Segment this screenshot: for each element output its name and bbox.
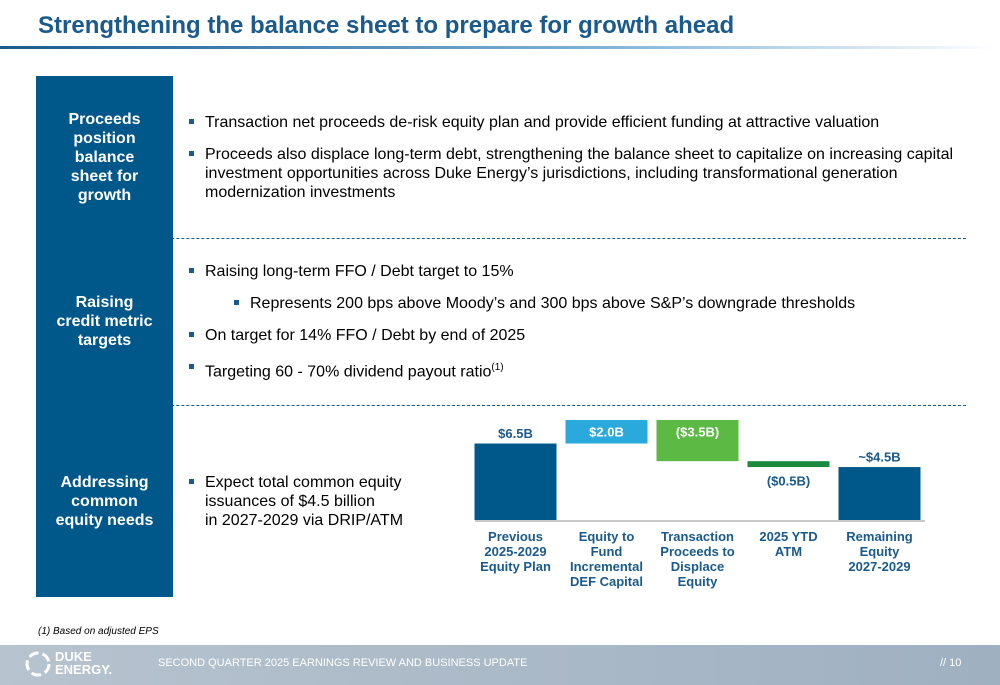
bullet: Represents 200 bps above Moody’s and 300… — [234, 294, 975, 313]
value-label: $2.0B — [589, 424, 624, 439]
bullet-text: Represents 200 bps above Moody’s and 300… — [250, 294, 856, 312]
logo-mark — [25, 651, 51, 677]
slide-title: Strengthening the balance sheet to prepa… — [38, 12, 735, 39]
bullet-text: Proceeds also displace long-term debt, s… — [205, 145, 954, 201]
section-label: Raising credit metric targets — [56, 294, 153, 349]
section-content: Expect total common equity issuances of … — [189, 405, 445, 597]
section-content: Raising long-term FFO / Debt target to 1… — [189, 238, 975, 405]
section-label: Proceeds position balance sheet for grow… — [68, 110, 141, 204]
bar — [474, 443, 557, 520]
bullet-text: Targeting 60 - 70% dividend payout ratio — [205, 363, 492, 381]
bullet: Raising long-term FFO / Debt target to 1… — [189, 262, 975, 281]
value-label: ($0.5B) — [767, 473, 810, 488]
bullet: Transaction net proceeds de-risk equity … — [189, 113, 975, 132]
section-label-panel: Proceeds position balance sheet for grow… — [36, 76, 173, 238]
bullet: On target for 14% FFO / Debt by end of 2… — [189, 326, 975, 345]
x-tick-label: Previous 2025-2029 Equity Plan — [480, 529, 551, 574]
logo-text: DUKE ENERGY. — [55, 649, 113, 677]
section-content: Transaction net proceeds de-risk equity … — [189, 76, 975, 238]
footnote: (1) Based on adjusted EPS — [38, 626, 159, 637]
title-rule — [0, 46, 1000, 49]
x-tick-label: 2025 YTD ATM — [759, 529, 818, 559]
value-label: ~$4.5B — [858, 449, 900, 464]
footer-text: SECOND QUARTER 2025 EARNINGS REVIEW AND … — [158, 657, 528, 669]
x-tick-label: Transaction Proceeds to Displace Equity — [660, 529, 735, 589]
divider — [36, 405, 966, 406]
section-label-panel: Addressing common equity needs — [36, 405, 173, 597]
bullet: Proceeds also displace long-term debt, s… — [189, 145, 975, 202]
section-label-panel: Raising credit metric targets — [36, 238, 173, 405]
bar — [656, 420, 739, 462]
bar — [565, 420, 648, 444]
x-tick-label: Remaining Equity 2027-2029 — [846, 529, 913, 574]
bullet-text: Expect total common equity issuances of … — [205, 473, 404, 529]
bullet-text: Raising long-term FFO / Debt target to 1… — [205, 262, 514, 280]
value-label: ($3.5B) — [676, 424, 719, 439]
bullet: Targeting 60 - 70% dividend payout ratio… — [189, 358, 975, 381]
x-tick-label: Equity to Fund Incremental DEF Capital — [570, 529, 643, 589]
bar — [747, 461, 830, 468]
bullet-text: On target for 14% FFO / Debt by end of 2… — [205, 326, 526, 344]
bullet-text: Transaction net proceeds de-risk equity … — [205, 113, 880, 131]
footer-bar — [0, 645, 1000, 685]
section-label: Addressing common equity needs — [55, 473, 154, 529]
page-number: // 10 — [940, 657, 962, 669]
value-label: $6.5B — [498, 426, 533, 441]
divider — [36, 238, 966, 239]
bar — [838, 467, 921, 520]
bullet: Expect total common equity issuances of … — [189, 473, 445, 530]
footnote-ref: (1) — [491, 361, 504, 373]
